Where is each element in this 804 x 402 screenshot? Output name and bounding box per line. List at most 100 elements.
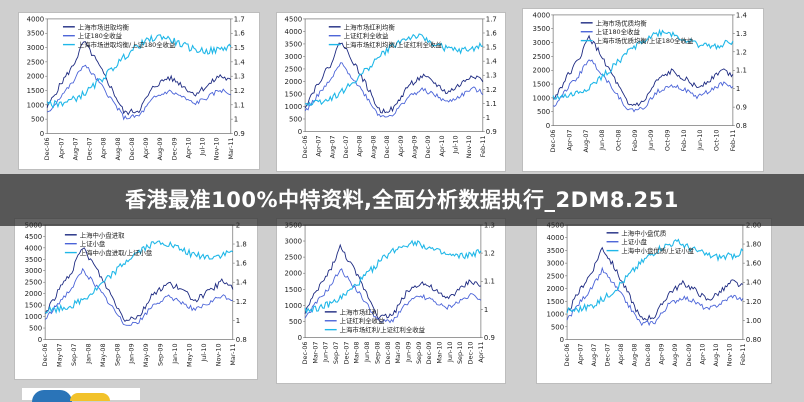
series-line-2 <box>304 268 482 324</box>
legend-entry: 上海市场进取均衡/上证180全收益 <box>78 40 176 49</box>
x-tick-label: Dec-10 <box>467 342 475 365</box>
x-tick-label: Mar-09 <box>394 342 402 364</box>
right-tick-label: 1.4 <box>236 279 247 287</box>
x-tick-label: Dec-06 <box>43 137 51 160</box>
x-tick-label: Apr-08 <box>100 137 108 158</box>
left-tick-label: 1500 <box>533 81 551 89</box>
left-tick-label: 500 <box>537 108 550 116</box>
x-tick-label: Sep-10 <box>456 342 464 365</box>
x-tick-label: Apr-07 <box>577 343 585 364</box>
x-tick-label: Jan-09 <box>128 343 136 364</box>
logo-shape-yellow <box>70 393 110 401</box>
left-tick-label: 0 <box>38 336 42 344</box>
x-tick-label: Jun-10 <box>446 342 454 363</box>
right-tick-label: 0.9 <box>736 104 747 112</box>
x-tick-label: Aug-07 <box>71 137 79 160</box>
left-tick-label: 0 <box>298 334 302 342</box>
right-tick-label: 1.6 <box>486 29 497 37</box>
x-tick-label: Dec-07 <box>86 137 94 160</box>
left-tick-label: 3500 <box>533 25 551 33</box>
right-tick-label: 1.2 <box>736 48 747 56</box>
x-tick-label: Apr-10 <box>184 137 192 158</box>
right-tick-label: 1.1 <box>234 101 245 109</box>
x-tick-label: Feb-10 <box>680 130 688 152</box>
right-tick-label: 1 <box>236 317 240 325</box>
x-tick-label: Aug-10 <box>712 343 720 366</box>
series-line-2 <box>46 64 231 121</box>
x-tick-label: Apr-08 <box>617 343 625 364</box>
right-tick-label: 1.00 <box>746 317 761 325</box>
series-line-2 <box>44 267 233 326</box>
x-tick-label: Jan-08 <box>84 343 92 364</box>
legend-entry: 上海中小盘优质/上证小盘 <box>621 246 694 255</box>
left-tick-label: 4000 <box>285 28 303 36</box>
x-tick-label: May-09 <box>142 343 150 367</box>
series-line-3 <box>46 34 232 109</box>
legend-entry: 上证红利全收益 <box>344 31 389 40</box>
legend-entry: 上海市场红利/上证红利全收益 <box>340 325 426 334</box>
left-tick-label: 2000 <box>285 78 303 86</box>
right-tick-label: 1.1 <box>486 100 497 108</box>
x-tick-label: Dec-08 <box>383 135 391 158</box>
x-tick-label: Dec-08 <box>128 137 136 160</box>
chart-5-svg: 05001000150020002500300035000.911.11.21.… <box>285 221 495 365</box>
left-tick-label: 4500 <box>25 233 43 241</box>
left-tick-label: 0 <box>298 128 302 136</box>
left-tick-label: 2000 <box>27 73 45 81</box>
left-tick-label: 2000 <box>285 270 303 278</box>
series-line-1 <box>304 42 484 114</box>
x-tick-label: Sep-08 <box>113 343 121 366</box>
x-tick-label: Sep-07 <box>332 342 340 365</box>
x-tick-label: Jun-09 <box>404 342 412 363</box>
left-tick-label: 3000 <box>25 267 43 275</box>
left-tick-label: 3500 <box>27 30 45 38</box>
x-tick-label: Aug-08 <box>631 343 639 366</box>
left-tick-label: 2500 <box>285 254 303 262</box>
right-tick-label: 1.5 <box>234 44 245 52</box>
x-tick-label: Dec-06 <box>41 343 49 366</box>
right-tick-label: 1.2 <box>234 87 245 95</box>
left-tick-label: 3500 <box>25 256 43 264</box>
series-line-3 <box>566 238 744 314</box>
chart-6-svg: 0500100015002000250030003500400045000.80… <box>547 221 762 366</box>
series-line-1 <box>553 34 734 107</box>
x-tick-label: Jun-08 <box>598 130 606 151</box>
x-tick-label: Oct-10 <box>713 130 721 152</box>
left-tick-label: 500 <box>29 325 42 333</box>
chart-2-svg: 0 500 1000 1500 2000 2500 3000 3500 4000 4500 0.9 1… <box>285 15 497 158</box>
left-tick-label: 2500 <box>25 279 43 287</box>
chart-3-svg: 0 500 1000 1500 2000 2500 3000 3500 4000 0.8 0.9 1 1… <box>533 11 747 153</box>
left-tick-label: 4000 <box>547 234 565 242</box>
left-tick-label: 3500 <box>285 40 303 48</box>
x-tick-label: Dec-09 <box>685 343 693 366</box>
left-tick-label: 2000 <box>533 67 551 75</box>
x-tick-label: Jul-10 <box>199 137 207 156</box>
left-tick-label: 1000 <box>285 103 303 111</box>
left-tick-label: 3000 <box>285 53 303 61</box>
x-tick-label: Jun-08 <box>363 342 371 363</box>
x-tick-label: Aug-07 <box>582 130 590 153</box>
x-tick-label: Apr-10 <box>438 135 446 156</box>
left-tick-label: 2000 <box>547 285 565 293</box>
x-tick-label: Dec-07 <box>342 135 350 158</box>
chart-6-plot: 0500100015002000250030003500400045000.80… <box>547 221 762 366</box>
x-tick-label: Aug-09 <box>410 135 418 158</box>
x-tick-label: Sep-07 <box>70 343 78 366</box>
right-tick-label: 1.6 <box>236 260 247 268</box>
plot-frame <box>566 224 744 340</box>
right-tick-label: 1.4 <box>486 58 497 66</box>
x-tick-label: Mar-11 <box>227 137 235 159</box>
left-tick-label: 0 <box>560 336 564 344</box>
left-tick-label: 3000 <box>285 237 303 245</box>
x-tick-label: Dec-09 <box>170 137 178 160</box>
right-tick-label: 1.3 <box>234 73 245 81</box>
legend-entry: 上海市场红利 <box>340 307 378 316</box>
right-tick-label: 1.1 <box>736 67 747 75</box>
right-tick-label: 1.2 <box>484 250 495 258</box>
legend-entry: 上证小盘 <box>621 237 647 246</box>
x-tick-label: Aug-09 <box>156 137 164 160</box>
left-tick-label: 4000 <box>27 15 45 23</box>
